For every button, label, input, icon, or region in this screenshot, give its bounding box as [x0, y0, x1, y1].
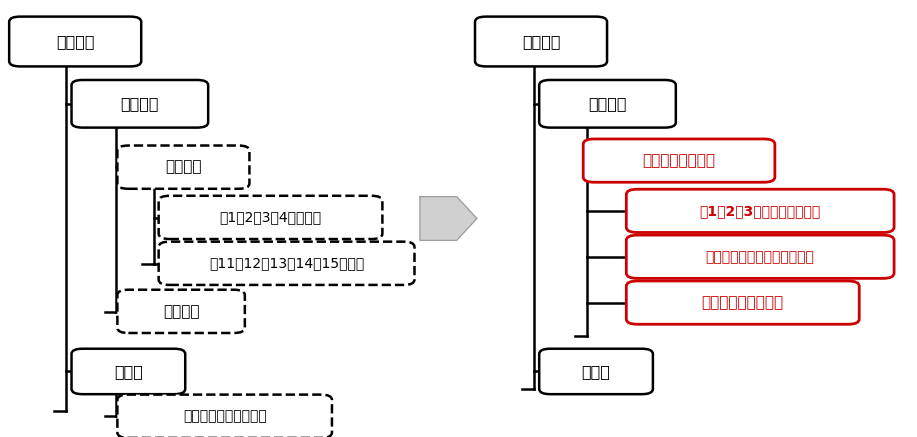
FancyBboxPatch shape [117, 290, 245, 333]
FancyBboxPatch shape [72, 349, 185, 394]
Text: 防衛大臣: 防衛大臣 [56, 34, 94, 49]
FancyBboxPatch shape [539, 80, 676, 128]
Text: 護衛艦隊: 護衛艦隊 [165, 160, 202, 175]
Text: 掃海隊、ミサイル艇隊: 掃海隊、ミサイル艇隊 [182, 409, 267, 423]
FancyBboxPatch shape [475, 17, 607, 66]
Text: 自衛艦隊: 自衛艦隊 [589, 96, 626, 111]
FancyBboxPatch shape [117, 395, 332, 437]
Text: 水陸両用戦機雷戦群（仮称）: 水陸両用戦機雷戦群（仮称） [706, 250, 814, 264]
Text: 地方隊: 地方隊 [581, 364, 611, 379]
FancyBboxPatch shape [583, 139, 775, 182]
FancyBboxPatch shape [159, 196, 382, 239]
FancyBboxPatch shape [626, 189, 894, 232]
FancyBboxPatch shape [9, 17, 141, 66]
FancyBboxPatch shape [117, 146, 249, 189]
Text: 地方隊: 地方隊 [114, 364, 143, 379]
FancyBboxPatch shape [72, 80, 208, 128]
Text: 掃海隊群: 掃海隊群 [163, 304, 199, 319]
FancyBboxPatch shape [159, 242, 414, 285]
Polygon shape [420, 197, 477, 240]
Text: 自衛艦隊: 自衛艦隊 [121, 96, 159, 111]
Text: 第1、2、3、4護衛隊群: 第1、2、3、4護衛隊群 [219, 210, 322, 225]
Text: 哨戒防備群（仮称）: 哨戒防備群（仮称） [702, 295, 784, 310]
FancyBboxPatch shape [626, 281, 859, 324]
Text: 防衛大臣: 防衛大臣 [522, 34, 560, 49]
Text: 第1、2、3水上戦群（仮称）: 第1、2、3水上戦群（仮称） [700, 204, 821, 218]
FancyBboxPatch shape [626, 235, 894, 278]
Text: 第11、12、13、14、15護衛隊: 第11、12、13、14、15護衛隊 [209, 256, 364, 271]
Text: 水上艦隊（仮称）: 水上艦隊（仮称） [643, 153, 715, 168]
FancyBboxPatch shape [539, 349, 653, 394]
